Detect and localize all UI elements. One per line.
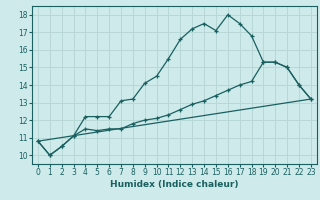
- X-axis label: Humidex (Indice chaleur): Humidex (Indice chaleur): [110, 180, 239, 189]
